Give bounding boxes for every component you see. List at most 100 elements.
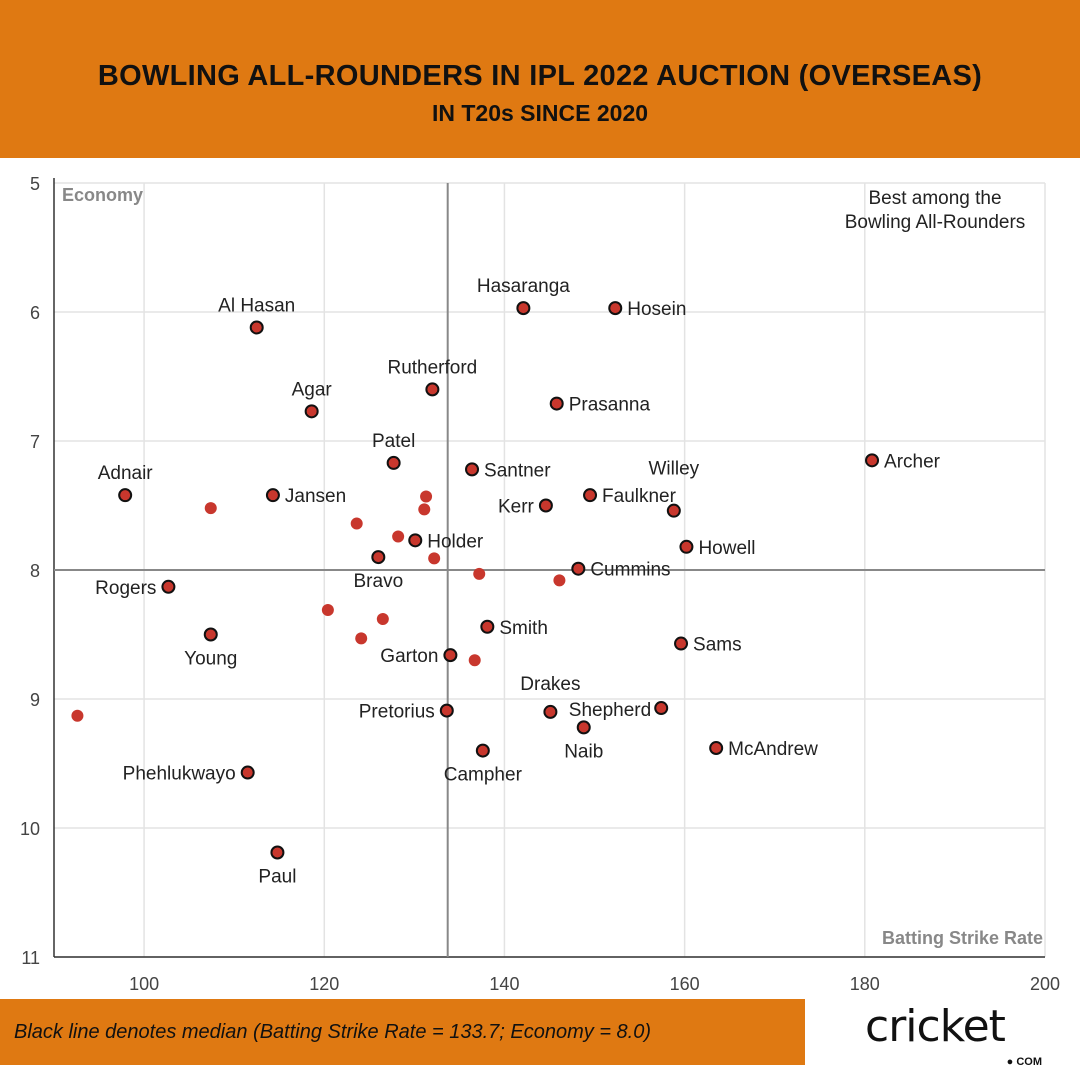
y-tick-label: 9: [30, 690, 40, 710]
data-point: [350, 517, 363, 530]
point-label: Drakes: [520, 674, 580, 695]
point-label: Agar: [292, 379, 333, 400]
data-point-rutherford: [425, 382, 440, 397]
data-point-willey: [666, 503, 681, 518]
data-point-hosein: [608, 301, 623, 316]
point-label: Adnair: [98, 463, 154, 484]
logo-suffix-text: COM: [1016, 1056, 1042, 1068]
y-axis-label: Economy: [62, 185, 143, 205]
logo-suffix: ● COM: [1006, 1056, 1042, 1068]
data-point: [428, 552, 441, 565]
x-tick-label: 100: [129, 974, 159, 994]
point-label: Shepherd: [569, 700, 651, 721]
point-label: Archer: [884, 451, 941, 472]
footer-banner: Black line denotes median (Batting Strik…: [0, 999, 805, 1065]
annotation-text: Best among the: [868, 188, 1001, 209]
data-point-campher: [475, 743, 490, 758]
x-tick-label: 160: [670, 974, 700, 994]
point-label: Campher: [444, 765, 523, 786]
data-point: [204, 502, 217, 515]
data-point-faulkner: [583, 488, 598, 503]
data-point-shepherd: [654, 701, 669, 716]
point-label: McAndrew: [728, 739, 818, 760]
point-label: Cummins: [590, 560, 670, 581]
y-tick-label: 6: [30, 303, 40, 323]
data-point-hasaranga: [516, 301, 531, 316]
data-point: [468, 654, 481, 667]
y-tick-label: 7: [30, 432, 40, 452]
data-point-naib: [576, 720, 591, 735]
median-note: Black line denotes median (Batting Strik…: [14, 1021, 652, 1043]
data-point-mcandrew: [709, 741, 724, 756]
x-axis-label: Batting Strike Rate: [882, 928, 1043, 948]
point-label: Naib: [564, 741, 603, 762]
point-label: Paul: [258, 867, 296, 888]
data-point-agar: [304, 404, 319, 419]
point-label: Rutherford: [387, 357, 477, 378]
point-label: Kerr: [498, 497, 535, 518]
point-label: Young: [184, 649, 237, 670]
x-tick-label: 120: [309, 974, 339, 994]
data-point-al-hasan: [249, 320, 264, 335]
data-point: [553, 574, 566, 587]
x-tick-label: 180: [850, 974, 880, 994]
scatter-chart: 100 120 140 160 180 200 5 6 7 8 9 10 11 Economy Battin…: [20, 174, 1060, 994]
point-label: Pretorius: [359, 702, 435, 723]
header: BOWLING ALL-ROUNDERS IN IPL 2022 AUCTION…: [0, 0, 1080, 158]
data-point-kerr: [538, 498, 553, 513]
data-point-bravo: [371, 550, 386, 565]
data-point: [321, 603, 334, 616]
cricket-com-logo: cricket ● COM: [865, 1004, 1050, 1074]
point-label: Al Hasan: [218, 295, 295, 316]
data-point-drakes: [543, 704, 558, 719]
chart-subtitle: IN T20s SINCE 2020: [431, 100, 649, 126]
data-point: [355, 632, 368, 645]
data-point-howell: [679, 539, 694, 554]
point-label: Garton: [380, 646, 438, 667]
chart-title: BOWLING ALL-ROUNDERS IN IPL 2022 AUCTION…: [97, 60, 983, 92]
annotation-text: Bowling All-Rounders: [845, 212, 1026, 233]
data-point: [420, 490, 433, 503]
y-tick-label: 11: [21, 948, 40, 968]
data-point: [71, 709, 84, 722]
data-point-cummins: [571, 561, 586, 576]
y-tick-label: 8: [30, 561, 40, 581]
point-label: Howell: [698, 538, 755, 559]
point-label: Santner: [484, 460, 551, 481]
data-point-prasanna: [549, 396, 564, 411]
point-label: Bravo: [354, 571, 404, 592]
data-point-adnair: [118, 488, 133, 503]
data-point-smith: [480, 619, 495, 634]
point-label: Sams: [693, 635, 742, 656]
point-label: Holder: [427, 531, 484, 552]
point-label: Patel: [372, 431, 415, 452]
point-label: Willey: [648, 459, 699, 480]
point-label: Rogers: [95, 578, 156, 599]
data-point: [392, 530, 405, 543]
data-point: [376, 613, 389, 626]
data-point-rogers: [161, 579, 176, 594]
point-label: Hasaranga: [477, 276, 570, 297]
logo-text: cricket: [865, 1001, 1006, 1052]
data-point-phehlukwayo: [240, 765, 255, 780]
x-tick-label: 140: [489, 974, 519, 994]
data-point-archer: [865, 453, 880, 468]
data-point: [418, 503, 431, 516]
data-point-jansen: [265, 488, 280, 503]
y-tick-label: 10: [20, 819, 40, 839]
point-label: Smith: [499, 618, 548, 639]
data-point: [473, 567, 486, 580]
data-point-young: [203, 627, 218, 642]
y-tick-label: 5: [30, 174, 40, 194]
data-point-paul: [270, 845, 285, 860]
point-label: Prasanna: [569, 395, 651, 416]
data-point-garton: [443, 648, 458, 663]
x-tick-label: 200: [1030, 974, 1060, 994]
point-label: Phehlukwayo: [123, 764, 236, 785]
point-label: Faulkner: [602, 486, 677, 507]
data-point-patel: [386, 455, 401, 470]
point-label: Jansen: [285, 486, 346, 507]
point-label: Hosein: [627, 299, 686, 320]
data-point-holder: [408, 533, 423, 548]
data-point-santner: [465, 462, 480, 477]
